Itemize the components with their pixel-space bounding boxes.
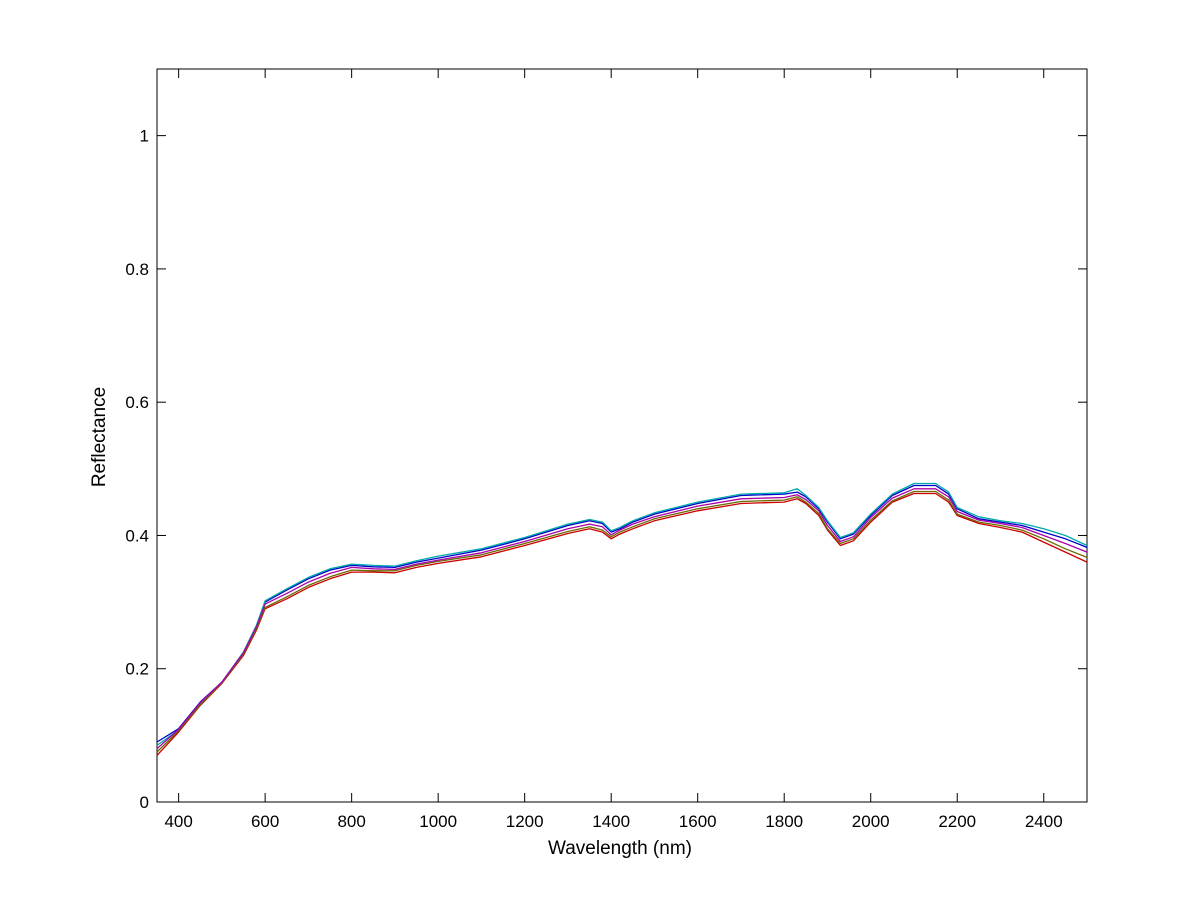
x-tick-label: 1000 <box>419 812 457 831</box>
y-tick-label: 1 <box>140 127 149 146</box>
series-line-3 <box>156 492 1088 756</box>
y-tick-label: 0.4 <box>125 526 149 545</box>
x-tick-label: 800 <box>337 812 365 831</box>
x-tick-label: 1800 <box>765 812 803 831</box>
y-axis-title: Reflectance <box>89 387 110 487</box>
series-layer <box>156 482 1088 756</box>
ticks-layer: 400 600 800 1000 1200 1400 1600 1800 2000 2200 240… <box>125 69 1087 831</box>
x-tick-label: 400 <box>164 812 192 831</box>
x-tick-label: 2000 <box>852 812 890 831</box>
series-line-2 <box>156 482 1088 746</box>
x-tick-label: 2200 <box>938 812 976 831</box>
y-tick-label: 0.6 <box>125 393 149 412</box>
x-tick-label: 1600 <box>679 812 717 831</box>
series-line-4 <box>156 490 1088 753</box>
series-line-5 <box>156 488 1088 750</box>
series-line-1 <box>156 484 1088 743</box>
x-tick-label: 600 <box>251 812 279 831</box>
x-tick-label: 1400 <box>592 812 630 831</box>
y-tick-label: 0 <box>140 793 149 812</box>
x-tick-label: 2400 <box>1025 812 1063 831</box>
plot-area <box>156 68 1088 803</box>
y-tick-label: 0.2 <box>125 660 149 679</box>
y-tick-label: 0.8 <box>125 260 149 279</box>
x-tick-label: 1200 <box>506 812 544 831</box>
x-axis-title: Wavelength (nm) <box>548 838 692 859</box>
